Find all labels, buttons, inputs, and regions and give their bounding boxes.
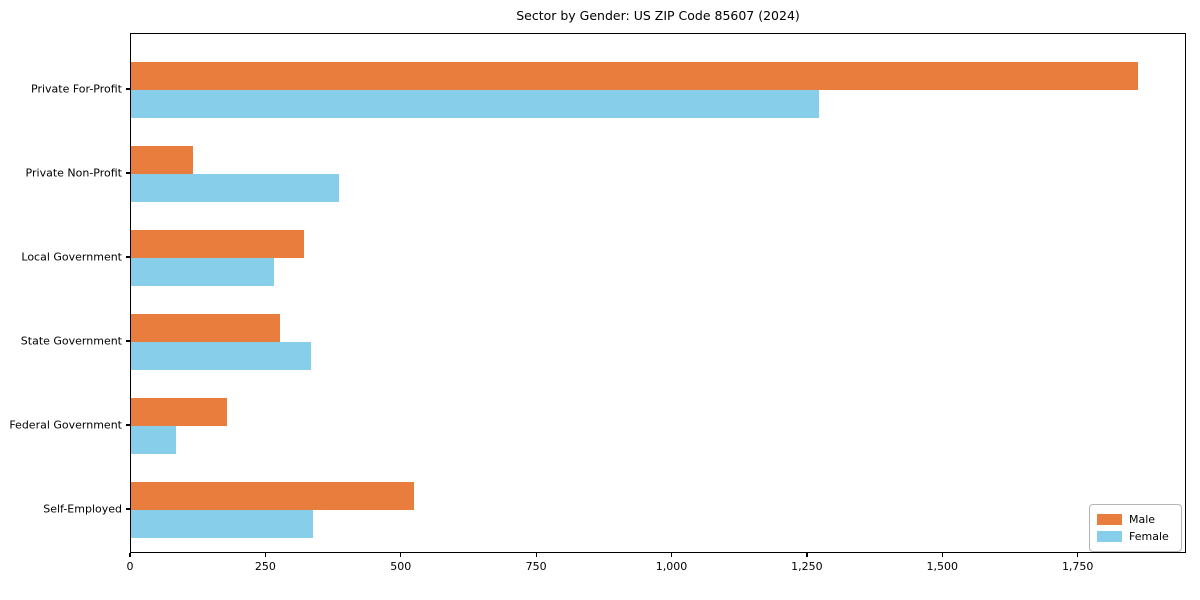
legend-swatch-male [1097,514,1122,525]
xtick-mark-250 [264,553,266,557]
bar-female-self-employed [131,510,313,538]
xtick-mark-1-500 [941,553,943,557]
ytick-mark-state-government [126,340,130,342]
ytick-label-state-government: State Government [20,334,122,348]
legend: Male Female [1089,504,1182,552]
bar-female-state-government [131,342,312,370]
ytick-label-local-government: Local Government [21,250,122,264]
bar-female-local-government [131,258,274,286]
legend-entry-male: Male [1097,511,1173,528]
ytick-mark-private-for-profit [126,88,130,90]
plot-area [130,33,1186,553]
bar-male-private-non-profit [131,146,193,174]
xtick-label-1-750: 1,750 [1061,560,1094,573]
legend-swatch-female [1097,531,1122,542]
xtick-label-0: 0 [126,560,134,573]
xtick-mark-0 [129,553,131,557]
ytick-label-federal-government: Federal Government [9,418,122,432]
xtick-mark-750 [535,553,537,557]
xtick-mark-1-250 [806,553,808,557]
bar-male-self-employed [131,482,414,510]
bar-female-private-non-profit [131,174,339,202]
ytick-mark-self-employed [126,508,130,510]
bar-female-private-for-profit [131,90,820,118]
bar-male-federal-government [131,398,228,426]
bar-female-federal-government [131,426,176,454]
xtick-label-500: 500 [390,560,412,573]
ytick-label-self-employed: Self-Employed [43,502,122,516]
legend-label-female: Female [1129,530,1169,543]
xtick-label-1-250: 1,250 [791,560,823,573]
legend-entry-female: Female [1097,528,1173,545]
xtick-label-1-500: 1,500 [926,560,959,573]
ytick-mark-local-government [126,256,130,258]
xtick-mark-500 [400,553,402,557]
bar-male-state-government [131,314,281,342]
xtick-label-1-000: 1,000 [655,560,688,573]
bar-male-local-government [131,230,305,258]
ytick-label-private-non-profit: Private Non-Profit [25,166,122,180]
legend-label-male: Male [1129,513,1156,526]
bar-male-private-for-profit [131,62,1139,90]
ytick-mark-private-non-profit [126,172,130,174]
chart-title: Sector by Gender: US ZIP Code 85607 (202… [516,8,800,23]
ytick-mark-federal-government [126,424,130,426]
ytick-label-private-for-profit: Private For-Profit [31,82,122,96]
xtick-mark-1-750 [1077,553,1079,557]
xtick-mark-1-000 [670,553,673,557]
xtick-label-250: 250 [254,560,276,573]
xtick-label-750: 750 [525,560,547,573]
